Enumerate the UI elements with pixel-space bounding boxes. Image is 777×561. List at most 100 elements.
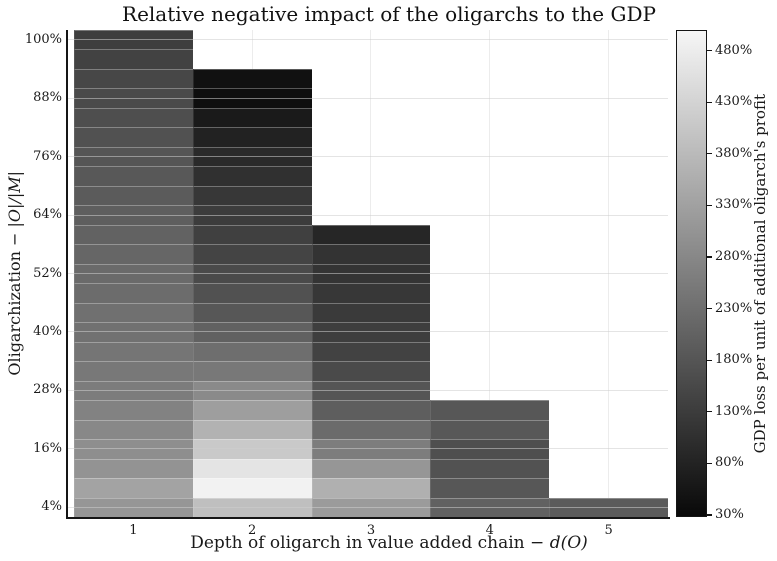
heatmap-cell	[311, 361, 431, 381]
y-tick-label: 100%	[24, 31, 62, 47]
heatmap-cell	[311, 341, 431, 362]
colorbar-tick-label: 180%	[715, 352, 753, 368]
heatmap-cell	[73, 49, 193, 69]
colorbar-tick-label: 230%	[715, 300, 753, 316]
heatmap-cell	[192, 400, 312, 420]
colorbar-tick-mark	[707, 153, 712, 155]
colorbar-tick-label: 130%	[715, 403, 753, 419]
y-tick-label: 88%	[33, 90, 62, 106]
gridline-y	[68, 39, 668, 41]
x-axis-label-text: Depth of oligarch in value added chain −	[190, 533, 550, 553]
y-tick-label: 76%	[33, 148, 62, 164]
colorbar	[676, 30, 707, 517]
y-axis-label: Oligarchization − |O|/|M|	[2, 30, 26, 517]
heatmap-cell	[311, 478, 431, 498]
heatmap-cell	[192, 127, 312, 147]
heatmap-cell	[73, 68, 193, 89]
y-tick-label: 64%	[33, 207, 62, 223]
colorbar-tick-mark	[707, 101, 712, 103]
plot-area	[68, 30, 668, 517]
heatmap-cell	[73, 302, 193, 323]
x-tick-label: 5	[604, 523, 613, 538]
heatmap-cell	[73, 127, 193, 147]
chart-title: Relative negative impact of the oligarch…	[122, 2, 656, 26]
heatmap-cell	[73, 283, 193, 303]
gridline-y	[68, 273, 668, 274]
colorbar-tick-mark	[707, 462, 712, 464]
x-axis-label: Depth of oligarch in value added chain −…	[68, 533, 710, 553]
heatmap-cell	[192, 107, 312, 128]
gridline-y	[68, 214, 668, 216]
heatmap-cell	[311, 244, 431, 264]
heatmap-cell	[192, 478, 312, 498]
x-tick-label: 1	[129, 523, 138, 538]
colorbar-tick-label: 380%	[715, 145, 753, 161]
colorbar-tick-mark	[707, 50, 712, 52]
heatmap-cell	[192, 283, 312, 303]
heatmap-cell	[73, 478, 193, 498]
y-tick-label: 40%	[33, 323, 62, 339]
colorbar-tick-mark	[707, 307, 712, 310]
heatmap-cell	[192, 224, 312, 245]
colorbar-label: GDP loss per unit of additional oligarch…	[748, 30, 772, 517]
heatmap-cell	[73, 361, 193, 381]
heatmap-cell	[73, 341, 193, 362]
heatmap-cell	[311, 400, 431, 420]
heatmap-cell	[311, 419, 431, 440]
heatmap-cell	[192, 302, 312, 323]
x-tick-label: 4	[485, 523, 494, 538]
heatmap-cell	[73, 458, 193, 479]
colorbar-tick-mark	[707, 411, 712, 413]
colorbar-tick-label: 280%	[715, 248, 753, 264]
y-axis-label-math: |O|/|M|	[4, 171, 24, 228]
colorbar-tick-label: 30%	[715, 506, 744, 522]
heatmap-cell	[73, 107, 193, 128]
heatmap-cell	[192, 68, 312, 89]
heatmap-cell	[430, 458, 550, 479]
heatmap-cell	[311, 302, 431, 323]
heatmap-cell	[311, 458, 431, 479]
gridline-y	[68, 506, 668, 508]
gridline-y	[68, 156, 668, 158]
colorbar-tick-mark	[707, 256, 712, 258]
colorbar-tick-label: 480%	[715, 42, 753, 58]
y-tick-label: 4%	[41, 499, 62, 515]
heatmap-cell	[73, 224, 193, 245]
heatmap-cell	[192, 458, 312, 479]
colorbar-tick-label: 80%	[715, 455, 744, 471]
colorbar-tick-mark	[707, 514, 712, 516]
heatmap-cell	[430, 419, 550, 440]
gridline-y	[68, 331, 668, 333]
heatmap-cell	[430, 478, 550, 498]
heatmap-cell	[311, 283, 431, 303]
heatmap-cell	[311, 224, 431, 245]
gridline-y	[68, 448, 668, 450]
y-tick-label: 28%	[33, 382, 62, 398]
colorbar-gradient	[677, 31, 706, 516]
colorbar-tick-mark	[707, 204, 712, 206]
axes-spines	[66, 30, 670, 519]
colorbar-label-text: GDP loss per unit of additional oligarch…	[751, 93, 769, 454]
colorbar-tick-label: 430%	[715, 94, 753, 110]
heatmap-cell	[192, 361, 312, 381]
y-tick-label: 52%	[33, 265, 62, 281]
y-axis-label-text: Oligarchization −	[4, 227, 24, 376]
heatmap-cell	[192, 244, 312, 264]
heatmap-cell	[192, 341, 312, 362]
gridline-y	[68, 97, 668, 99]
heatmap-cell	[192, 185, 312, 206]
heatmap-cell	[73, 244, 193, 264]
heatmap-cell	[73, 185, 193, 206]
heatmap-cell	[73, 400, 193, 420]
heatmap-cell	[430, 400, 550, 420]
x-tick-label: 3	[366, 523, 376, 538]
heatmap-cell	[192, 166, 312, 186]
x-axis-label-math: d(O)	[549, 533, 588, 553]
heatmap-cell	[73, 166, 193, 186]
y-tick-label: 16%	[33, 440, 62, 456]
x-tick-label: 2	[248, 523, 257, 538]
gridline-y	[68, 389, 668, 391]
heatmap-cell	[192, 419, 312, 440]
heatmap-cell	[73, 419, 193, 440]
